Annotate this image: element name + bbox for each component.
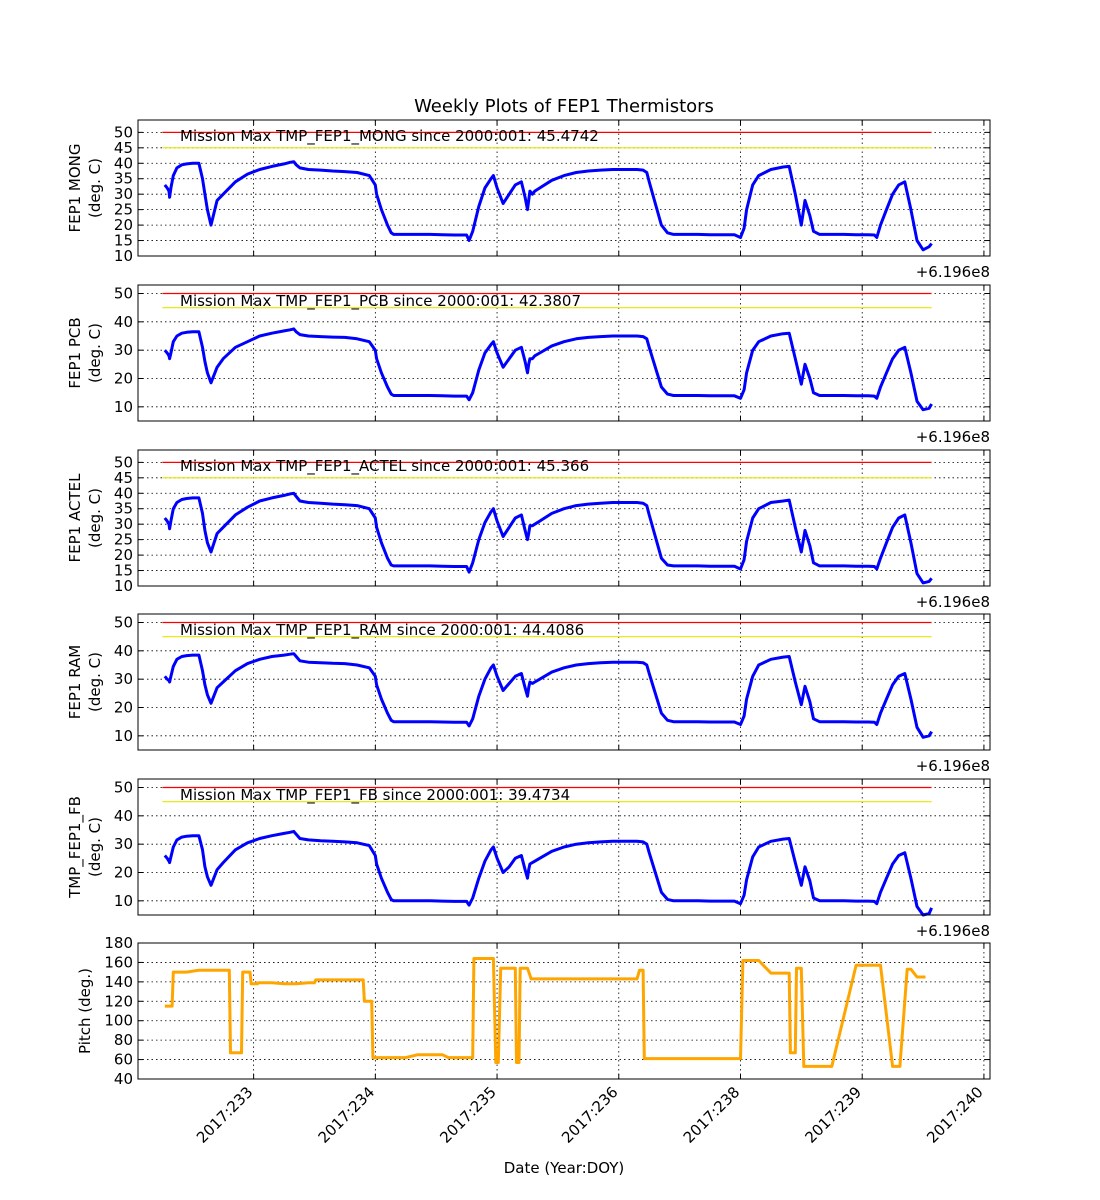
series-line bbox=[163, 491, 933, 585]
y-axis-label: (deg. C) bbox=[86, 488, 104, 548]
y-tick-label: 20 bbox=[114, 864, 133, 882]
x-tick-label: 2017:236 bbox=[558, 1083, 622, 1147]
y-tick-label: 50 bbox=[114, 614, 133, 632]
x-offset-label: +6.196e8 bbox=[916, 428, 990, 446]
plot-frame bbox=[137, 778, 991, 916]
y-axis-label: FEP1 RAM bbox=[66, 645, 84, 719]
y-axis-label: (deg. C) bbox=[86, 158, 104, 218]
annotation-text: Mission Max TMP_FEP1_RAM since 2000:001:… bbox=[180, 621, 584, 640]
x-offset-label: +6.196e8 bbox=[916, 263, 990, 281]
y-tick-label: 30 bbox=[114, 670, 133, 688]
panel-3: Mission Max TMP_FEP1_ACTEL since 2000:00… bbox=[66, 449, 991, 611]
x-tick-label: 2017:234 bbox=[315, 1083, 379, 1147]
y-tick-label: 40 bbox=[114, 807, 133, 825]
x-tick-label: 2017:233 bbox=[193, 1083, 257, 1147]
y-tick-label: 20 bbox=[114, 216, 133, 234]
series-line bbox=[163, 160, 933, 252]
y-axis-label: Pitch (deg.) bbox=[76, 968, 94, 1054]
series-line bbox=[163, 829, 933, 917]
annotation-text: Mission Max TMP_FEP1_ACTEL since 2000:00… bbox=[180, 457, 589, 476]
y-tick-label: 50 bbox=[114, 285, 133, 303]
y-axis-label: (deg. C) bbox=[86, 323, 104, 383]
plot-frame bbox=[137, 119, 991, 257]
y-axis-label: (deg. C) bbox=[86, 652, 104, 712]
y-tick-label: 40 bbox=[114, 313, 133, 331]
y-tick-label: 30 bbox=[114, 185, 133, 203]
panels: Mission Max TMP_FEP1_MONG since 2000:001… bbox=[66, 119, 991, 1147]
panel-4: Mission Max TMP_FEP1_RAM since 2000:001:… bbox=[66, 613, 991, 775]
panel-5: Mission Max TMP_FEP1_FB since 2000:001: … bbox=[66, 778, 991, 940]
y-tick-label: 10 bbox=[114, 727, 133, 745]
y-tick-label: 60 bbox=[114, 1051, 133, 1069]
y-tick-label: 15 bbox=[114, 232, 133, 250]
y-tick-label: 10 bbox=[114, 892, 133, 910]
panel-2: Mission Max TMP_FEP1_PCB since 2000:001:… bbox=[66, 284, 991, 446]
y-tick-label: 160 bbox=[104, 953, 133, 971]
y-axis-label: FEP1 PCB bbox=[66, 317, 84, 388]
plot-frame bbox=[137, 449, 991, 587]
y-tick-label: 180 bbox=[104, 934, 133, 952]
y-tick-label: 20 bbox=[114, 546, 133, 564]
y-tick-label: 140 bbox=[104, 973, 133, 991]
y-tick-label: 25 bbox=[114, 201, 133, 219]
plot-frame bbox=[137, 613, 991, 751]
x-offset-label: +6.196e8 bbox=[916, 757, 990, 775]
y-axis-label: TMP_FEP1_FB bbox=[66, 796, 85, 899]
y-tick-label: 35 bbox=[114, 500, 133, 518]
y-tick-label: 25 bbox=[114, 531, 133, 549]
y-tick-label: 20 bbox=[114, 699, 133, 717]
y-tick-label: 45 bbox=[114, 139, 133, 157]
y-tick-label: 50 bbox=[114, 453, 133, 471]
series-line bbox=[163, 327, 933, 412]
y-tick-label: 30 bbox=[114, 515, 133, 533]
y-axis-label: FEP1 ACTEL bbox=[66, 473, 84, 563]
y-tick-label: 20 bbox=[114, 370, 133, 388]
y-tick-label: 40 bbox=[114, 154, 133, 172]
y-tick-label: 100 bbox=[104, 1012, 133, 1030]
annotation-text: Mission Max TMP_FEP1_FB since 2000:001: … bbox=[180, 786, 570, 805]
series-line bbox=[163, 652, 933, 739]
y-tick-label: 50 bbox=[114, 779, 133, 797]
figure-title: Weekly Plots of FEP1 Thermistors bbox=[414, 96, 714, 117]
x-tick-label: 2017:239 bbox=[801, 1083, 865, 1147]
series-line bbox=[164, 957, 926, 1068]
y-tick-label: 30 bbox=[114, 341, 133, 359]
x-offset-label: +6.196e8 bbox=[916, 922, 990, 940]
annotation-text: Mission Max TMP_FEP1_PCB since 2000:001:… bbox=[180, 292, 581, 311]
y-tick-label: 30 bbox=[114, 835, 133, 853]
y-tick-label: 10 bbox=[114, 398, 133, 416]
y-tick-label: 35 bbox=[114, 170, 133, 188]
plot-frame bbox=[137, 942, 991, 1080]
x-tick-label: 2017:240 bbox=[923, 1083, 987, 1147]
plot-frame bbox=[137, 284, 991, 422]
y-tick-label: 15 bbox=[114, 562, 133, 580]
y-tick-label: 45 bbox=[114, 469, 133, 487]
y-tick-label: 40 bbox=[114, 1070, 133, 1088]
x-tick-label: 2017:235 bbox=[436, 1083, 500, 1147]
y-tick-label: 80 bbox=[114, 1031, 133, 1049]
x-axis-label: Date (Year:DOY) bbox=[504, 1159, 625, 1177]
annotation-text: Mission Max TMP_FEP1_MONG since 2000:001… bbox=[180, 127, 599, 146]
y-axis-label: (deg. C) bbox=[86, 817, 104, 877]
y-tick-label: 40 bbox=[114, 484, 133, 502]
x-tick-label: 2017:238 bbox=[680, 1083, 744, 1147]
panel-1: Mission Max TMP_FEP1_MONG since 2000:001… bbox=[66, 119, 991, 281]
y-tick-label: 50 bbox=[114, 123, 133, 141]
y-tick-label: 10 bbox=[114, 247, 133, 265]
y-tick-label: 120 bbox=[104, 992, 133, 1010]
x-offset-label: +6.196e8 bbox=[916, 593, 990, 611]
y-tick-label: 10 bbox=[114, 577, 133, 595]
y-tick-label: 40 bbox=[114, 642, 133, 660]
y-axis-label: FEP1 MONG bbox=[66, 143, 84, 232]
